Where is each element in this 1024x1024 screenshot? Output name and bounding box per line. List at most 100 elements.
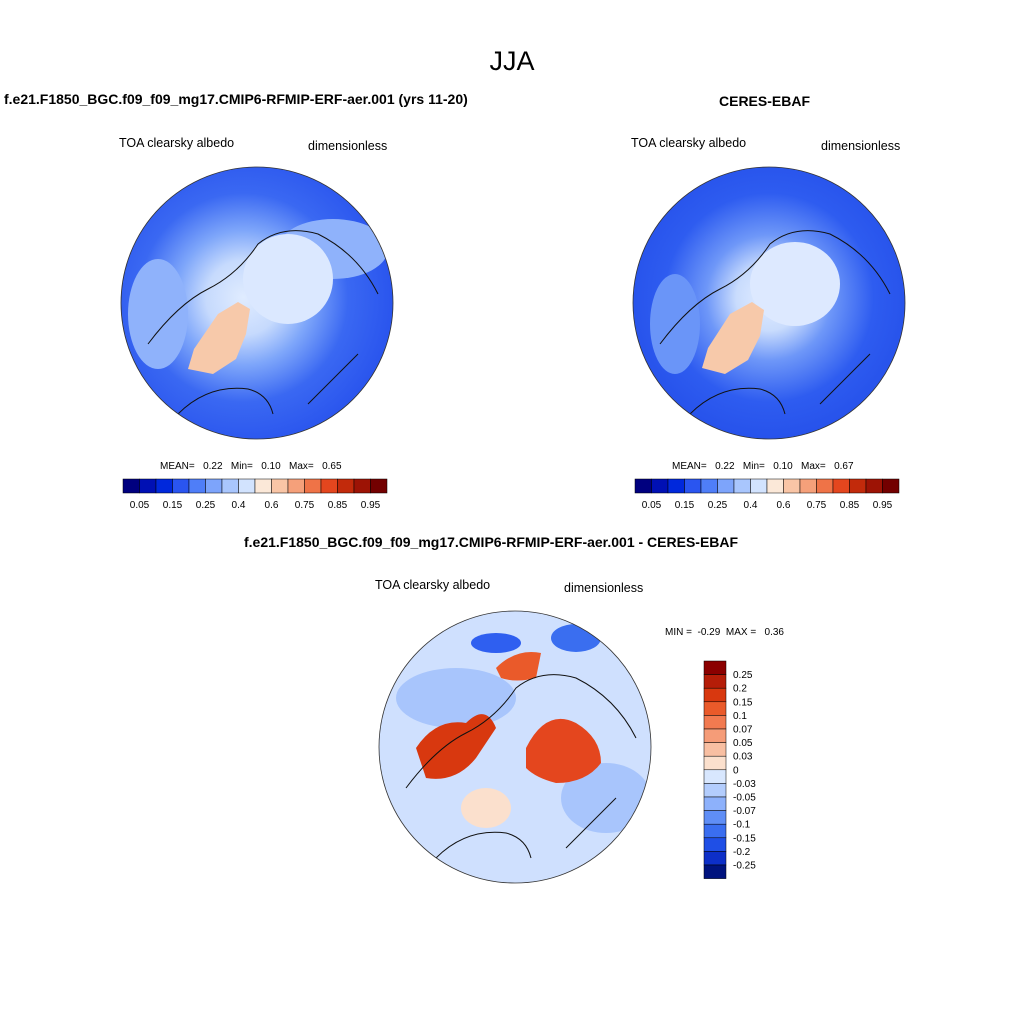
colorbar-label: 0.95 [873, 500, 893, 511]
colorbar-label: 0.85 [840, 500, 860, 511]
panel-1-stats: MEAN= 0.22 Min= 0.10 Max= 0.65 [160, 461, 342, 472]
colorbar-swatch [703, 783, 727, 798]
colorbar-swatch [353, 478, 371, 494]
colorbar-swatch [703, 674, 727, 689]
panel-1-title: f.e21.F1850_BGC.f09_f09_mg17.CMIP6-RFMIP… [4, 91, 468, 107]
coastlines [147, 230, 379, 415]
coastlines [405, 674, 637, 859]
colorbar-swatch [703, 728, 727, 743]
colorbar-swatch [703, 810, 727, 825]
colorbar-swatch [139, 478, 157, 494]
colorbar-label: 0.75 [295, 500, 315, 511]
max-value: 0.65 [322, 461, 342, 472]
positive-anomaly [526, 718, 601, 783]
colorbar-swatch [667, 478, 685, 494]
colorbar-swatch [783, 478, 801, 494]
colorbar-label: 0.05 [642, 500, 662, 511]
polar-map-difference [378, 610, 652, 884]
panel-2-variable: TOA clearsky albedo [631, 136, 747, 150]
weak-positive-anomaly [461, 788, 511, 828]
colorbar-swatch [865, 478, 883, 494]
colorbar-swatch [849, 478, 867, 494]
positive-anomaly [416, 714, 496, 779]
min-label: MIN = [665, 627, 692, 638]
strong-negative-anomaly [471, 633, 521, 653]
panel-3-units: dimensionless [564, 581, 644, 595]
colorbar-swatch [684, 478, 702, 494]
colorbar-swatch [221, 478, 239, 494]
colorbar-swatch [238, 478, 256, 494]
colorbar-1: 0.05 0.15 0.25 0.4 0.6 0.75 0.85 0.95 [122, 478, 388, 511]
colorbar-label: 0.2 [733, 684, 747, 695]
colorbar-3: 0.25 0.2 0.15 0.1 0.07 0.05 0.03 0 -0.03 -0.05 -0.… [703, 660, 756, 879]
greenland [188, 302, 250, 374]
colorbar-label: 0.6 [777, 500, 791, 511]
colorbar-swatch [155, 478, 173, 494]
colorbar-swatch [717, 478, 735, 494]
max-value: 0.36 [764, 627, 784, 638]
max-label: Max= [289, 461, 314, 472]
colorbar-label: -0.07 [733, 806, 756, 817]
colorbar-swatch [304, 478, 322, 494]
mean-label: MEAN= [672, 461, 707, 472]
colorbar-label: 0.07 [733, 725, 753, 736]
colorbar-label: 0.25 [196, 500, 216, 511]
colorbar-swatch [271, 478, 289, 494]
max-value: 0.67 [834, 461, 854, 472]
colorbar-label: 0.75 [807, 500, 827, 511]
panel-2-title: CERES-EBAF [719, 93, 811, 109]
colorbar-swatch [703, 769, 727, 784]
strong-negative-anomaly [551, 624, 601, 652]
colorbar-swatch [703, 715, 727, 730]
min-label: Min= [230, 461, 253, 472]
colorbar-label: 0.05 [130, 500, 150, 511]
colorbar-swatch [733, 478, 751, 494]
colorbar-label: 0.4 [232, 500, 246, 511]
colorbar-swatch [634, 478, 652, 494]
colorbar-swatch [172, 478, 190, 494]
colorbar-swatch [882, 478, 900, 494]
panel-1-variable: TOA clearsky albedo [119, 136, 235, 150]
colorbar-swatch [703, 796, 727, 811]
colorbar-swatch [832, 478, 850, 494]
colorbar-label: -0.2 [733, 847, 751, 858]
colorbar-label: 0.95 [361, 500, 381, 511]
figure-title: JJA [489, 46, 535, 76]
colorbar-swatch [703, 755, 727, 771]
panel-3-variable: TOA clearsky albedo [375, 578, 491, 592]
colorbar-label: 0.85 [328, 500, 348, 511]
colorbar-swatch [703, 823, 727, 839]
colorbar-label: -0.1 [733, 820, 751, 831]
sea-ice-region [243, 234, 333, 324]
colorbar-swatch [703, 837, 727, 852]
colorbar-swatch [703, 687, 727, 703]
panel-3-title: f.e21.F1850_BGC.f09_f09_mg17.CMIP6-RFMIP… [244, 534, 739, 550]
colorbar-label: 0.15 [163, 500, 183, 511]
positive-anomaly [496, 652, 541, 681]
colorbar-label: 0.03 [733, 752, 753, 763]
colorbar-label: -0.03 [733, 779, 756, 790]
negative-anomaly [396, 668, 516, 728]
colorbar-label: -0.15 [733, 833, 756, 844]
greenland [702, 302, 764, 374]
colorbar-label: 0.15 [675, 500, 695, 511]
panel-1-units: dimensionless [308, 139, 388, 153]
mean-label: MEAN= [160, 461, 195, 472]
colorbar-swatch [766, 478, 784, 494]
colorbar-label: 0.25 [733, 670, 753, 681]
colorbar-swatch [703, 701, 727, 716]
panel-2-stats: MEAN= 0.22 Min= 0.10 Max= 0.67 [672, 461, 854, 472]
colorbar-swatch [337, 478, 355, 494]
negative-anomaly [561, 763, 651, 833]
coastlines [659, 230, 891, 415]
colorbar-swatch [205, 478, 223, 494]
colorbar-swatch [703, 864, 727, 879]
colorbar-label: -0.05 [733, 793, 756, 804]
colorbar-label: 0.25 [708, 500, 728, 511]
panel-2-units: dimensionless [821, 139, 901, 153]
colorbar-swatch [700, 478, 718, 494]
colorbar-swatch [188, 478, 206, 494]
colorbar-2: 0.05 0.15 0.25 0.4 0.6 0.75 0.85 0.95 [634, 478, 900, 511]
panel-3-stats: MIN = -0.29 MAX = 0.36 [665, 627, 784, 638]
min-value: 0.10 [261, 461, 281, 472]
